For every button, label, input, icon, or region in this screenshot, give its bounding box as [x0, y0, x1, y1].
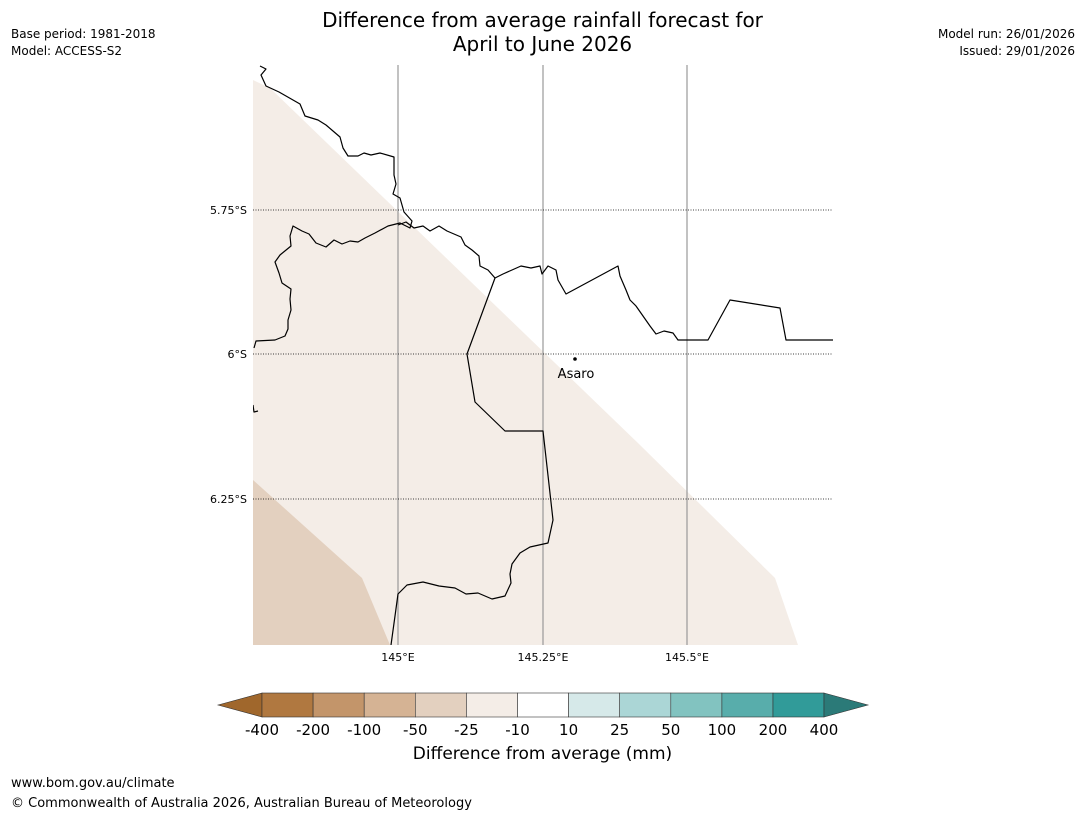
title-line-2: April to June 2026 — [452, 32, 633, 56]
cb-tick-label: 50 — [661, 721, 680, 739]
colorbar-swatch-8 — [619, 692, 672, 718]
title-line-1: Difference from average rainfall forecas… — [322, 8, 763, 32]
meta-left: Base period: 1981-2018 Model: ACCESS-S2 — [11, 26, 156, 60]
cb-tick-label: 200 — [759, 721, 788, 739]
lat-label-6-25s: 6.25°S — [210, 493, 247, 506]
colorbar-swatch-7 — [568, 692, 620, 718]
cb-tick-label: 10 — [559, 721, 578, 739]
cb-tick-label: -50 — [403, 721, 428, 739]
lon-label-145-5e: 145.5°E — [665, 651, 709, 664]
forecast-fill-minus25-to-minus50 — [253, 480, 390, 645]
colorbar-swatch-5 — [466, 692, 518, 718]
colorbar-swatch-1 — [261, 692, 314, 718]
cb-tick-label: 25 — [610, 721, 629, 739]
colorbar-extend-high — [823, 692, 870, 718]
lon-label-145e: 145°E — [381, 651, 414, 664]
colorbar-swatch-10 — [721, 692, 774, 718]
chart-title: Difference from average rainfall forecas… — [0, 8, 1085, 56]
boundary-central — [397, 221, 833, 341]
lat-label-5-75s: 5.75°S — [210, 204, 247, 217]
model-run-text: Model run: 26/01/2026 — [937, 27, 1075, 41]
footer-copyright: © Commonwealth of Australia 2026, Austra… — [11, 796, 472, 811]
model-text: Model: ACCESS-S2 — [11, 44, 123, 58]
boundary-fragment — [253, 404, 259, 413]
colorbar-extend-low — [216, 692, 263, 718]
colorbar-swatch-6 — [517, 692, 569, 718]
colorbar-swatch-9 — [670, 692, 723, 718]
map-area — [253, 65, 833, 645]
cb-tick-label: 100 — [708, 721, 737, 739]
cb-tick-label: -10 — [505, 721, 530, 739]
meta-right: Model run: 26/01/2026 Issued: 29/01/2026 — [938, 26, 1075, 60]
cb-tick-label: -200 — [296, 721, 330, 739]
colorbar-swatch-3 — [363, 692, 416, 718]
colorbar-ticks: -400 -200 -100 -50 -25 -10 10 25 50 100 … — [245, 721, 838, 739]
colorbar — [216, 692, 870, 718]
base-period-text: Base period: 1981-2018 — [11, 27, 156, 41]
boundary-interior — [390, 277, 554, 645]
colorbar-swatch-2 — [312, 692, 365, 718]
colorbar-swatch-11 — [772, 692, 825, 718]
footer-url[interactable]: www.bom.gov.au/climate — [11, 776, 175, 791]
cb-tick-label: 400 — [810, 721, 839, 739]
graticule — [397, 65, 688, 645]
colorbar-title: Difference from average (mm) — [412, 744, 673, 764]
issued-text: Issued: 29/01/2026 — [959, 44, 1075, 58]
cb-tick-label: -400 — [245, 721, 279, 739]
cb-tick-label: -100 — [347, 721, 381, 739]
colorbar-swatch-4 — [414, 692, 467, 718]
boundaries — [253, 65, 833, 645]
boundary-northwest — [253, 65, 413, 349]
forecast-fill-minus10-to-minus25 — [253, 80, 798, 645]
town-marker-asaro — [573, 357, 577, 361]
place-label-asaro: Asaro — [558, 367, 595, 382]
lat-label-6s: 6°S — [228, 348, 247, 361]
cb-tick-label: -25 — [454, 721, 479, 739]
parallels — [253, 209, 833, 500]
lon-label-145-25e: 145.25°E — [518, 651, 569, 664]
